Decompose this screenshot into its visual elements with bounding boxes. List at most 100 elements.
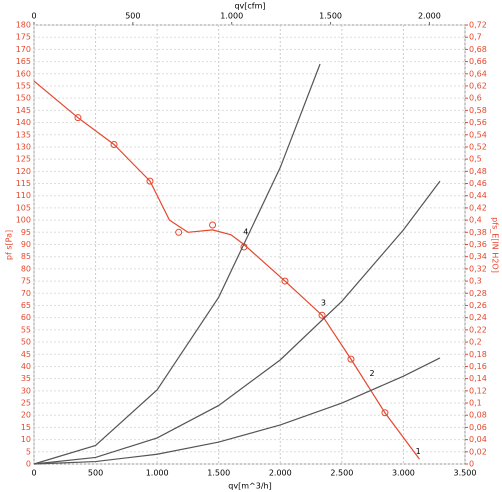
y2-tick-label: 0,08 <box>469 411 487 420</box>
x-tick-label: 0 <box>31 469 36 478</box>
y-tick-label: 10 <box>21 435 31 444</box>
x-tick-label: 500 <box>88 469 103 478</box>
y2-tick-label: 0,36 <box>469 240 487 249</box>
y2-tick-label: 0,6 <box>469 94 482 103</box>
y2-tick-label: 0,66 <box>469 57 487 66</box>
y-tick-label: 105 <box>16 203 31 212</box>
y-tick-label: 120 <box>16 167 31 176</box>
y-axis-title: pf s[Pa] <box>5 230 14 260</box>
y2-tick-label: 0,4 <box>469 216 482 225</box>
y2-tick-label: 0,34 <box>469 252 487 261</box>
curve-marker <box>175 228 183 236</box>
x2-axis-title: qv[cfm] <box>234 2 265 11</box>
y2-tick-label: 0,18 <box>469 350 487 359</box>
x2-tick-label: 1.000 <box>220 12 243 21</box>
y2-tick-label: 0,62 <box>469 81 487 90</box>
curve <box>33 80 420 460</box>
y2-tick-label: 0,04 <box>469 435 487 444</box>
curve-marker <box>318 311 326 319</box>
curve-marker <box>209 221 217 229</box>
y2-tick-label: 0,46 <box>469 179 487 188</box>
y-tick-label: 5 <box>26 447 31 456</box>
y2-tick-label: 0,02 <box>469 447 487 456</box>
y-tick-label: 95 <box>21 228 31 237</box>
y-tick-label: 150 <box>16 94 31 103</box>
x2-tick-label: 2.000 <box>418 12 441 21</box>
y-tick-label: 25 <box>21 399 31 408</box>
x-tick-label: 3.000 <box>392 469 415 478</box>
curve-marker <box>281 277 289 285</box>
y-tick-label: 110 <box>16 191 31 200</box>
y-tick-label: 90 <box>21 240 31 249</box>
annotation: 1 <box>416 447 421 456</box>
y2-tick-label: 0,44 <box>469 191 487 200</box>
x-tick-label: 2.500 <box>330 469 353 478</box>
y2-tick-label: 0,12 <box>469 386 487 395</box>
y2-tick-label: 0,42 <box>469 203 487 212</box>
y2-tick-label: 0,3 <box>469 277 482 286</box>
curve-marker <box>110 141 118 149</box>
y-tick-label: 125 <box>16 155 31 164</box>
y-tick-label: 160 <box>16 69 31 78</box>
y2-tick-label: 0,58 <box>469 106 487 115</box>
y2-tick-label: 0,22 <box>469 325 487 334</box>
curve-marker <box>74 114 82 122</box>
y-tick-label: 155 <box>16 81 31 90</box>
y2-tick-label: 0,64 <box>469 69 487 78</box>
y2-tick-label: 0,28 <box>469 289 487 298</box>
y-tick-label: 180 <box>16 21 31 30</box>
y-tick-label: 20 <box>21 411 31 420</box>
y-tick-label: 40 <box>21 362 31 371</box>
y-tick-label: 80 <box>21 264 31 273</box>
y2-tick-label: 0,5 <box>469 155 482 164</box>
y-tick-label: 170 <box>16 45 31 54</box>
y2-tick-label: 0,52 <box>469 142 487 151</box>
x2-tick-label: 1.500 <box>319 12 342 21</box>
annotation: 3 <box>321 298 326 307</box>
y-tick-label: 85 <box>21 252 31 261</box>
y-tick-label: 0 <box>26 460 31 469</box>
y-tick-label: 35 <box>21 374 31 383</box>
y2-tick-label: 0,7 <box>469 33 482 42</box>
y2-tick-label: 0,38 <box>469 228 487 237</box>
y2-tick-label: 0,16 <box>469 362 487 371</box>
curve-marker <box>146 177 154 185</box>
y2-tick-label: 0,54 <box>469 130 487 139</box>
annotation: 4 <box>243 228 248 237</box>
y-tick-label: 50 <box>21 338 31 347</box>
curve <box>33 357 441 465</box>
curve-marker <box>381 409 389 417</box>
y-tick-label: 70 <box>21 289 31 298</box>
y-tick-label: 65 <box>21 301 31 310</box>
y-tick-label: 130 <box>16 142 31 151</box>
x-tick-label: 2.000 <box>269 469 292 478</box>
y-tick-label: 145 <box>16 106 31 115</box>
y-tick-label: 45 <box>21 350 31 359</box>
curve-marker <box>347 355 355 363</box>
y-tick-label: 75 <box>21 277 31 286</box>
y2-tick-label: 0 <box>469 460 474 469</box>
y2-tick-label: 0,1 <box>469 399 482 408</box>
x-tick-label: 3.500 <box>454 469 477 478</box>
y-tick-label: 60 <box>21 313 31 322</box>
y2-tick-label: 0,72 <box>469 21 487 30</box>
y2-tick-label: 0,14 <box>469 374 487 383</box>
y-tick-label: 165 <box>16 57 31 66</box>
y2-tick-label: 0,68 <box>469 45 487 54</box>
x-axis-title: qv[m^3/h] <box>228 482 271 491</box>
annotation: 2 <box>369 369 374 378</box>
y-tick-label: 55 <box>21 325 31 334</box>
y2-tick-label: 0,56 <box>469 118 487 127</box>
y2-tick-label: 0,32 <box>469 264 487 273</box>
y-tick-label: 100 <box>16 216 31 225</box>
y-tick-label: 140 <box>16 118 31 127</box>
x2-tick-label: 500 <box>125 12 140 21</box>
y-tick-label: 115 <box>16 179 31 188</box>
y-tick-label: 15 <box>21 423 31 432</box>
x2-tick-label: 0 <box>31 12 36 21</box>
x-tick-label: 1.500 <box>207 469 230 478</box>
x-tick-label: 1.000 <box>146 469 169 478</box>
curve <box>33 180 441 465</box>
y2-tick-label: 0,48 <box>469 167 487 176</box>
